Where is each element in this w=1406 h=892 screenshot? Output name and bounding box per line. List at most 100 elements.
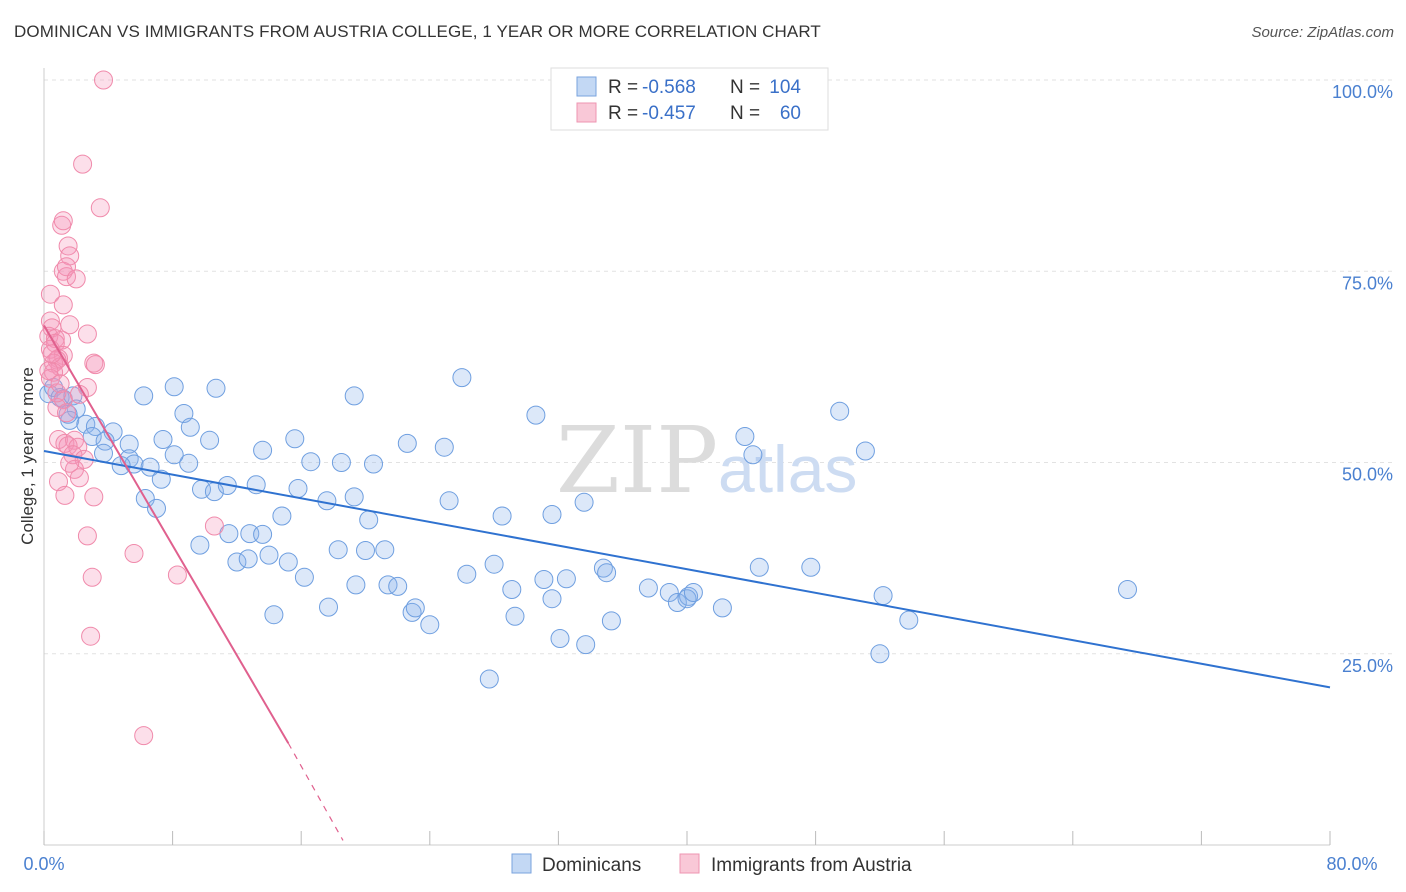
dominican-point [743,445,763,465]
dominican-point [238,549,258,569]
watermark-zip: ZIP [556,407,718,514]
dominican-point [735,427,755,446]
dominican-point [457,564,477,584]
y-tick-label: 25.0% [1342,656,1393,676]
austria-point [45,329,65,349]
austria-points [39,70,224,746]
x-tick-label-max: 80.0% [1326,854,1377,874]
dominican-point [576,635,596,655]
dominican-point [375,540,395,560]
austria-point [39,361,59,381]
trend-lines [43,325,1331,841]
dominican-point [526,405,546,425]
dominican-point [364,454,383,474]
austria-point [73,154,93,174]
austria-point [53,295,73,315]
dominican-point [253,524,273,544]
dominican-point [855,441,875,461]
austria-point [204,516,224,536]
austria-point [69,384,89,404]
dominican-point [712,598,732,618]
dominican-point [272,506,292,526]
dominican-point [206,378,226,398]
dominican-point [534,570,554,589]
austria-point [167,565,187,585]
dominican-point [749,557,769,577]
series-legend-label-austria: Immigrants from Austria [711,855,912,876]
dominican-point [60,410,80,430]
legend-r-label-2: R = [608,103,638,124]
dominican-point [899,610,919,630]
austria-point [134,726,154,746]
legend-n-label-2: N = [730,103,760,124]
dominican-point [601,611,621,631]
dominicans-points [39,368,1137,689]
stats-legend-box [550,67,829,131]
dominican-point [278,552,298,572]
dominican-point [505,606,525,626]
dominican-point [484,554,504,574]
dominican-point [439,491,459,511]
dominican-point [870,644,890,664]
dominican-point [1118,580,1137,599]
austria-point [57,403,76,423]
dominican-point [331,453,351,472]
dominican-point [502,580,522,599]
dominican-point [873,586,893,606]
austria-point [60,453,80,473]
austria-point [82,567,102,587]
austria-point [84,487,104,507]
dominican-point [344,487,364,507]
dominican-point [801,557,821,577]
dominican-point [492,506,512,526]
dominican-point [179,453,199,473]
austria-point [77,526,97,546]
dominican-point [556,569,576,589]
dominican-point [76,414,96,434]
dominican-point [164,377,184,397]
austria-point [85,355,105,375]
legend-r-value-2: -0.457 [642,103,696,124]
dominican-point [638,578,658,598]
dominicans-trend-line [43,450,1331,689]
dominican-point [328,540,348,560]
series-legend-swatch-dominicans [511,853,532,874]
legend-swatch-austria [576,102,597,123]
austria-point [81,626,101,646]
dominican-point [153,430,173,449]
dominican-point [151,469,171,489]
dominican-point [294,567,314,587]
dominican-point [420,615,440,635]
dominican-point [180,417,200,437]
austria-trend-line-extension [287,742,344,841]
dominican-point [397,433,417,453]
dominican-point [346,575,366,595]
legend-n-value-1: 104 [769,77,801,98]
dominican-point [259,545,279,565]
dominican-point [479,669,499,689]
dominican-point [378,575,398,595]
chart-title: DOMINICAN VS IMMIGRANTS FROM AUSTRIA COL… [14,22,821,41]
austria-point [53,211,73,231]
austria-point [94,70,113,90]
dominican-point [542,505,562,524]
series-legend: Dominicans Immigrants from Austria [511,853,912,876]
austria-point [42,344,62,364]
dominican-point [434,437,454,457]
dominican-point [94,443,113,463]
dominican-point [200,430,220,450]
dominican-point [301,452,321,472]
austria-point [69,468,89,488]
legend-n-value-2: 60 [780,103,801,124]
dominican-point [344,386,364,406]
austria-point [50,374,70,394]
dominican-point [134,386,154,406]
y-axis-tick-labels: 25.0% 50.0% 75.0% 100.0% [1332,82,1393,676]
y-tick-label: 75.0% [1342,273,1393,293]
austria-point [58,236,78,256]
austria-point [124,544,144,563]
series-legend-swatch-austria [679,853,700,874]
dominican-point [388,576,408,596]
dominican-point [164,445,184,465]
